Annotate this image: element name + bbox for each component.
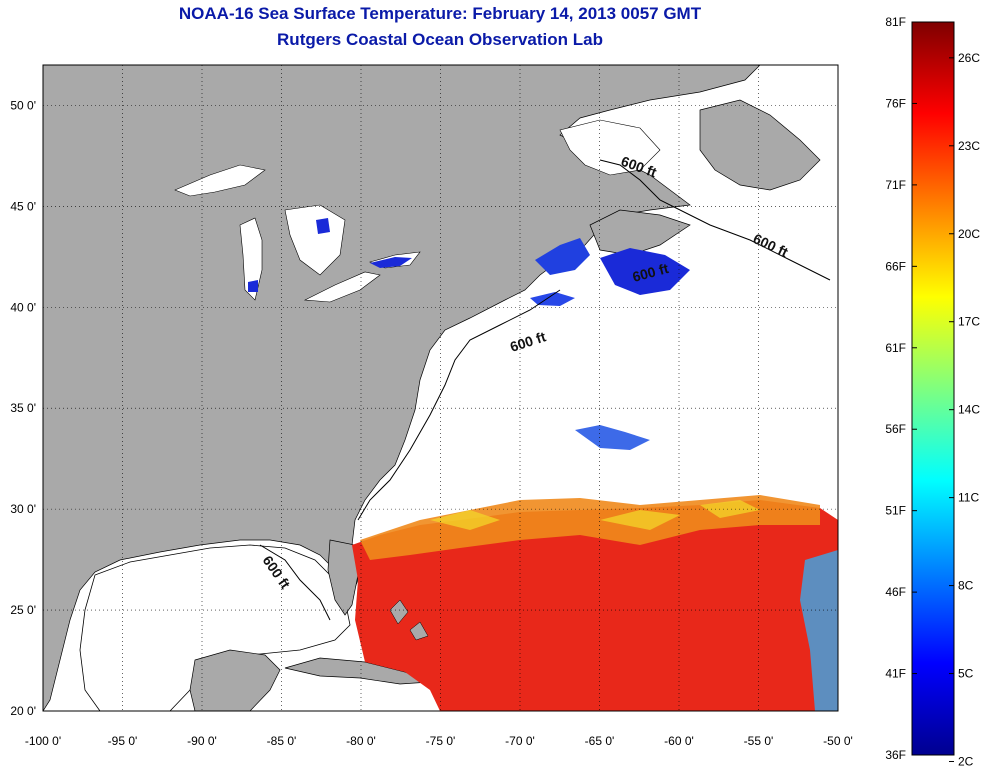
- colorbar-c-label: 2C: [958, 755, 974, 769]
- x-tick-label: -50 0': [823, 734, 853, 748]
- y-tick-label: 25 0': [10, 603, 36, 617]
- sst-cold-lake-2: [248, 280, 258, 292]
- x-tick-label: -55 0': [744, 734, 774, 748]
- colorbar-c-label: 8C: [958, 579, 974, 593]
- y-tick-label: 20 0': [10, 704, 36, 718]
- colorbar-f-label: 66F: [885, 259, 906, 273]
- colorbar: [911, 21, 955, 756]
- x-tick-label: -100 0': [25, 734, 61, 748]
- x-tick-label: -60 0': [664, 734, 694, 748]
- sst-streaks: [430, 500, 760, 530]
- colorbar-f-label: 81F: [885, 15, 906, 29]
- colorbar-f-label: 71F: [885, 178, 906, 192]
- x-axis-ticks: -100 0' -95 0' -90 0' -85 0' -80 0' -75 0' -70…: [25, 734, 853, 748]
- y-tick-label: 40 0': [10, 300, 36, 314]
- lake-superior: [174, 164, 266, 197]
- sst-cold-lake: [316, 218, 330, 234]
- colorbar-c-label: 26C: [958, 51, 980, 65]
- x-tick-label: -65 0': [585, 734, 615, 748]
- colorbar-f-label: 76F: [885, 96, 906, 110]
- colorbar-c-label: 20C: [958, 227, 980, 241]
- colorbar-f-label: 61F: [885, 341, 906, 355]
- gulf-st-lawrence: [559, 119, 661, 176]
- x-tick-label: -75 0': [426, 734, 456, 748]
- colorbar-f-label: 36F: [885, 748, 906, 762]
- sst-transition-band: [360, 495, 820, 560]
- map-title: NOAA-16 Sea Surface Temperature: Februar…: [178, 4, 702, 23]
- gulf-of-mexico: [79, 544, 351, 711]
- y-tick-label: 35 0': [10, 401, 36, 415]
- map-frame: [42, 64, 839, 712]
- x-tick-label: -90 0': [187, 734, 217, 748]
- colorbar-c-label: 5C: [958, 667, 974, 681]
- colorbar-f-label: 41F: [885, 667, 906, 681]
- map-subtitle: Rutgers Coastal Ocean Observation Lab: [277, 30, 603, 49]
- lake-erie: [303, 271, 381, 303]
- sst-warm-region: [352, 500, 838, 711]
- colorbar-f-label: 51F: [885, 504, 906, 518]
- x-tick-label: -85 0': [267, 734, 297, 748]
- x-tick-label: -80 0': [346, 734, 376, 748]
- sst-cold-coastal: [535, 238, 590, 275]
- sst-cold-scatter: [575, 425, 650, 450]
- x-tick-label: -70 0': [505, 734, 535, 748]
- lake-michigan: [239, 217, 263, 301]
- sst-cold-lake-erie: [370, 257, 412, 268]
- colorbar-f-label: 46F: [885, 585, 906, 599]
- colorbar-c-label: 14C: [958, 403, 980, 417]
- colorbar-fahrenheit-labels: 81F 76F 71F 66F 61F 56F 51F 46F 41F 36F: [885, 15, 917, 762]
- y-axis-ticks: 20 0' 25 0' 30 0' 35 0' 40 0' 45 0' 50 0': [10, 98, 36, 718]
- lake-huron: [284, 204, 346, 276]
- land-yucatan: [189, 649, 281, 711]
- colorbar-c-label: 11C: [958, 491, 979, 505]
- y-tick-label: 50 0': [10, 98, 36, 112]
- colorbar-c-label: 17C: [958, 315, 980, 329]
- colorbar-celsius-labels: 26C 23C 20C 17C 14C 11C 8C 5C 2C: [949, 51, 980, 769]
- colorbar-c-label: 23C: [958, 139, 980, 153]
- land-newfoundland: [699, 99, 821, 191]
- y-tick-label: 30 0': [10, 502, 36, 516]
- sst-east-cool: [800, 550, 838, 711]
- contour-600ft: [259, 159, 831, 621]
- sst-cold-gulf-of-maine: [600, 248, 690, 295]
- land-nova-scotia: [589, 209, 691, 256]
- y-tick-label: 45 0': [10, 199, 36, 213]
- colorbar-f-label: 56F: [885, 422, 906, 436]
- graticule: [43, 65, 838, 711]
- x-tick-label: -95 0': [108, 734, 138, 748]
